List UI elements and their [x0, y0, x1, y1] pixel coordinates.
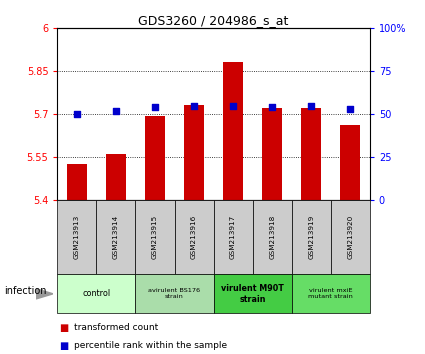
Text: GSM213920: GSM213920: [347, 215, 353, 259]
Text: virulent mxiE
mutant strain: virulent mxiE mutant strain: [308, 289, 353, 299]
Point: [230, 103, 236, 108]
Text: ■: ■: [60, 322, 69, 332]
Point: [269, 104, 275, 110]
Text: ■: ■: [60, 341, 69, 351]
Bar: [184, 105, 204, 200]
Text: virulent M90T
strain: virulent M90T strain: [221, 284, 284, 303]
Text: GSM213917: GSM213917: [230, 215, 236, 259]
Point: [347, 106, 354, 112]
Text: control: control: [82, 289, 110, 298]
Bar: [301, 108, 321, 200]
Title: GDS3260 / 204986_s_at: GDS3260 / 204986_s_at: [139, 14, 289, 27]
Bar: [106, 154, 126, 200]
Text: GSM213915: GSM213915: [152, 215, 158, 259]
Point: [74, 111, 80, 117]
Point: [308, 103, 314, 108]
Text: infection: infection: [4, 286, 47, 296]
Bar: [262, 108, 282, 200]
Text: percentile rank within the sample: percentile rank within the sample: [74, 341, 227, 350]
Bar: [223, 62, 243, 200]
Text: GSM213914: GSM213914: [113, 215, 119, 259]
Bar: [145, 116, 165, 200]
Text: transformed count: transformed count: [74, 323, 159, 332]
Bar: [340, 125, 360, 200]
Bar: [67, 164, 87, 200]
Text: GSM213916: GSM213916: [191, 215, 197, 259]
Text: avirulent BS176
strain: avirulent BS176 strain: [148, 289, 201, 299]
Text: GSM213913: GSM213913: [74, 215, 80, 259]
Polygon shape: [36, 289, 53, 299]
Point: [152, 104, 159, 110]
Point: [191, 103, 198, 108]
Point: [113, 108, 119, 114]
Text: GSM213919: GSM213919: [308, 215, 314, 259]
Text: GSM213918: GSM213918: [269, 215, 275, 259]
